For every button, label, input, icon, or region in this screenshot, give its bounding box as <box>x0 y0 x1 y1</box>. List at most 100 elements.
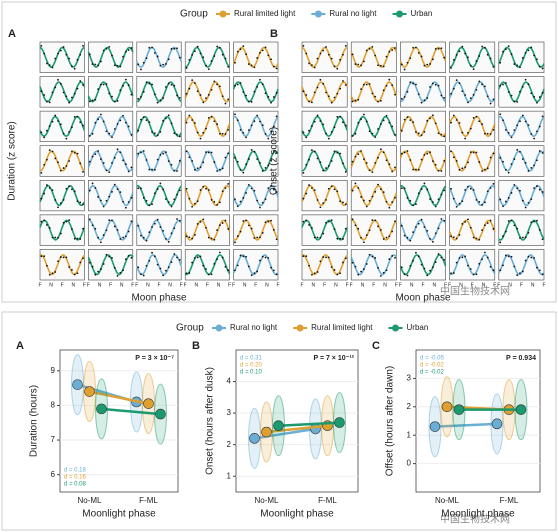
mini-dot <box>127 170 130 173</box>
mini-dot <box>530 198 533 201</box>
mini-dot <box>478 120 481 123</box>
mini-dot <box>310 101 313 104</box>
mini-dot <box>452 87 455 90</box>
mini-dot <box>145 199 148 202</box>
mini-dot <box>330 130 333 133</box>
mini-dot <box>250 100 253 103</box>
mini-dot <box>79 121 82 124</box>
mini-dot <box>342 201 344 204</box>
mini-dot <box>127 125 130 128</box>
mini-dot <box>76 87 79 90</box>
mini-dot <box>333 96 336 99</box>
mini-dot <box>417 132 420 135</box>
mini-dot <box>234 269 236 272</box>
mini-dot <box>302 44 305 47</box>
mini-dot <box>423 153 426 156</box>
mini-dot <box>65 187 68 190</box>
mini-dot <box>302 171 305 174</box>
mini-dot <box>516 187 519 190</box>
mini-dot <box>342 80 344 82</box>
mini-dot <box>394 133 396 136</box>
mini-dot <box>333 150 336 153</box>
legend-swatch <box>314 10 322 18</box>
mini-dot <box>54 199 57 201</box>
mini-trend <box>301 254 348 276</box>
mini-dot <box>481 229 483 232</box>
mini-dot <box>275 191 278 193</box>
mini-dot <box>469 226 472 229</box>
mini-dot <box>170 48 173 50</box>
mini-dot <box>379 148 382 151</box>
mini-dot <box>108 171 111 174</box>
mini-dot <box>275 238 278 241</box>
mini-dot <box>377 183 379 186</box>
mini-dot <box>202 131 205 134</box>
mini-dot <box>336 92 339 95</box>
mini-dot <box>486 167 489 170</box>
mini-dot <box>499 113 502 116</box>
mini-dot <box>205 226 207 229</box>
mini-dot <box>388 50 391 53</box>
x-tick-label: F <box>180 282 183 288</box>
mini-dot <box>302 220 305 223</box>
mini-dot <box>365 162 368 164</box>
mini-dot <box>105 253 108 256</box>
mini-dot <box>374 136 377 139</box>
mini-dot <box>458 202 461 205</box>
mini-dot <box>227 182 230 185</box>
mini-trend <box>232 46 279 68</box>
mini-dot <box>379 229 382 231</box>
plot-area <box>235 349 359 493</box>
x-tick-label: N <box>482 282 486 288</box>
mini-dot <box>267 257 270 259</box>
mini-dot <box>478 161 481 163</box>
mini-dot <box>368 47 371 50</box>
mini-dot <box>151 46 153 49</box>
mini-panel <box>184 110 230 143</box>
mini-dot <box>207 273 210 276</box>
mini-dot <box>43 219 46 222</box>
mini-dot <box>199 189 202 191</box>
mini-dot <box>275 273 278 276</box>
mini-dot <box>91 182 94 185</box>
mini-dot <box>111 190 113 193</box>
legend-label: Urban <box>411 9 433 18</box>
mini-dot <box>469 64 472 67</box>
mini-dot <box>65 53 68 56</box>
mini-dot <box>344 170 347 173</box>
mini-dot <box>426 63 429 66</box>
mini-dot <box>59 232 62 235</box>
mini-dot <box>116 274 119 277</box>
mini-dot <box>102 83 105 86</box>
mini-dot <box>377 64 379 67</box>
mini-dot <box>478 201 481 203</box>
mini-dot <box>305 255 308 258</box>
mini-dot <box>374 219 377 222</box>
mini-dot <box>71 126 73 129</box>
mini-dot <box>256 57 259 59</box>
mini-dot <box>264 166 267 169</box>
mini-dot <box>43 136 46 139</box>
mini-dot <box>429 86 431 88</box>
mini-dot <box>196 256 199 259</box>
mini-dot <box>224 102 227 105</box>
mini-dot <box>426 152 429 155</box>
mini-dot <box>302 197 305 200</box>
mini-dot <box>185 67 188 69</box>
mini-dot <box>469 127 472 130</box>
mini-dot <box>242 131 245 134</box>
legend-swatch <box>396 10 403 18</box>
mini-dot <box>513 224 516 227</box>
mini-dot <box>363 113 365 116</box>
mini-dot <box>156 158 159 161</box>
mini-dot <box>504 168 507 171</box>
mini-dot <box>43 255 46 258</box>
mini-dot <box>59 123 62 126</box>
x-axis-label: Moonlight phase <box>82 509 156 520</box>
mini-dot <box>403 118 406 121</box>
mean-point <box>453 404 465 415</box>
mini-dot <box>385 84 388 87</box>
mini-dot <box>194 257 196 259</box>
mini-dot <box>415 83 417 86</box>
x-tick-label: F <box>61 282 64 288</box>
